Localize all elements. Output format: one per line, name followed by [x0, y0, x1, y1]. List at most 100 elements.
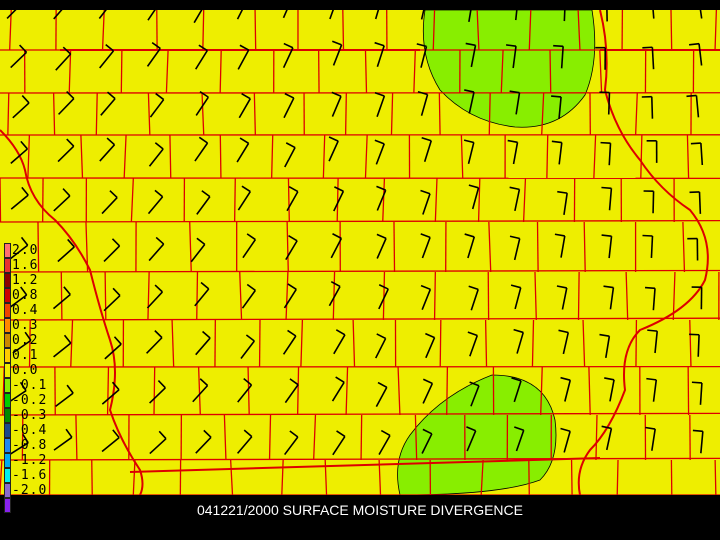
- county-line: [439, 319, 442, 368]
- wind-barb: [146, 284, 163, 309]
- wind-barb: [468, 10, 472, 23]
- county-line: [300, 319, 304, 368]
- county-line: [382, 271, 386, 321]
- county-line: [286, 221, 289, 273]
- county-line: [531, 319, 535, 368]
- wind-barb: [469, 381, 480, 407]
- wind-barb: [282, 329, 297, 355]
- county-line: [528, 10, 532, 51]
- county-line: [147, 92, 151, 136]
- wind-barb: [417, 91, 429, 116]
- wind-barb: [149, 92, 165, 118]
- wind-barb: [333, 329, 346, 355]
- county-line: [438, 92, 441, 136]
- wind-barb: [378, 429, 391, 455]
- county-line: [165, 49, 169, 94]
- county-line: [197, 366, 201, 416]
- wind-barb: [468, 184, 480, 210]
- surface-moisture-divergence-map: [0, 10, 720, 495]
- wind-barb: [193, 10, 203, 24]
- wind-barb: [420, 10, 425, 20]
- wind-barb: [514, 426, 525, 452]
- legend-entry: 0.8: [4, 288, 64, 303]
- county-line: [534, 271, 537, 321]
- county-line: [37, 221, 40, 273]
- wind-barb: [686, 94, 700, 118]
- legend-label: 0.0: [12, 363, 39, 378]
- legend-swatch: [4, 273, 11, 288]
- wind-barb: [689, 42, 703, 66]
- wind-barb: [378, 284, 389, 310]
- county-line: [0, 220, 720, 223]
- wind-barb: [237, 378, 253, 403]
- wind-barb: [103, 238, 121, 263]
- county-line: [546, 134, 549, 179]
- wind-barb: [603, 285, 615, 310]
- wind-barb: [642, 234, 654, 259]
- wind-barb: [376, 233, 387, 259]
- wind-barb: [464, 233, 476, 259]
- wind-barb: [236, 429, 253, 454]
- county-line: [413, 49, 416, 94]
- wind-barb: [646, 140, 658, 163]
- county-line: [253, 92, 256, 136]
- legend-entry: 1.6: [4, 258, 64, 273]
- wind-barb: [425, 332, 436, 359]
- legend-entry: -1.2: [4, 453, 64, 468]
- legend-label: 1.6: [12, 258, 39, 273]
- wind-barb: [283, 283, 297, 309]
- county-line: [189, 221, 192, 273]
- county-line: [595, 414, 598, 461]
- legend-label: -0.4: [12, 423, 48, 438]
- wind-barb: [422, 378, 434, 404]
- wind-barb: [509, 186, 521, 212]
- legend-label: 2.0: [12, 243, 39, 258]
- wind-barb: [55, 46, 72, 71]
- wind-barb: [511, 377, 522, 403]
- wind-barb: [146, 330, 163, 354]
- wind-barb: [690, 142, 704, 166]
- wind-barb: [282, 42, 294, 69]
- county-line: [322, 134, 326, 179]
- wind-barb: [601, 186, 613, 211]
- wind-barb: [551, 140, 563, 165]
- wind-barb: [284, 430, 299, 456]
- county-line: [549, 49, 552, 94]
- wind-barb: [420, 233, 431, 259]
- wind-barb: [375, 381, 388, 408]
- wind-barb: [691, 286, 703, 310]
- wind-barb: [420, 189, 431, 215]
- legend-label: -1.6: [12, 468, 48, 483]
- county-line: [364, 134, 368, 179]
- wind-barb: [194, 281, 210, 307]
- county-line: [268, 414, 272, 461]
- county-line: [169, 134, 172, 179]
- wind-barb: [103, 287, 121, 312]
- legend-swatch: [4, 408, 11, 423]
- county-line: [484, 319, 488, 368]
- county-line: [682, 221, 686, 273]
- caption-bar: [0, 495, 720, 540]
- map-caption: 041221/2000 SURFACE MOISTURE DIVERGENCE: [196, 502, 523, 518]
- legend-swatch: [4, 423, 11, 438]
- wind-barb: [374, 10, 380, 20]
- wind-barb: [509, 90, 521, 115]
- legend-entry: [4, 498, 64, 513]
- wind-barb: [463, 139, 475, 165]
- wind-barb: [10, 44, 28, 69]
- county-line: [233, 177, 236, 223]
- county-line: [247, 366, 250, 416]
- county-line: [714, 10, 718, 51]
- legend-label: 0.1: [12, 348, 39, 363]
- western-border-river: [0, 129, 144, 495]
- legend-swatch: [4, 393, 11, 408]
- county-line: [616, 459, 619, 495]
- wind-barb: [465, 42, 477, 68]
- county-line: [577, 10, 581, 51]
- wind-barb: [282, 10, 288, 19]
- county-line: [281, 459, 284, 495]
- county-line: [219, 134, 222, 179]
- wind-barb: [328, 136, 339, 162]
- county-line: [27, 134, 31, 179]
